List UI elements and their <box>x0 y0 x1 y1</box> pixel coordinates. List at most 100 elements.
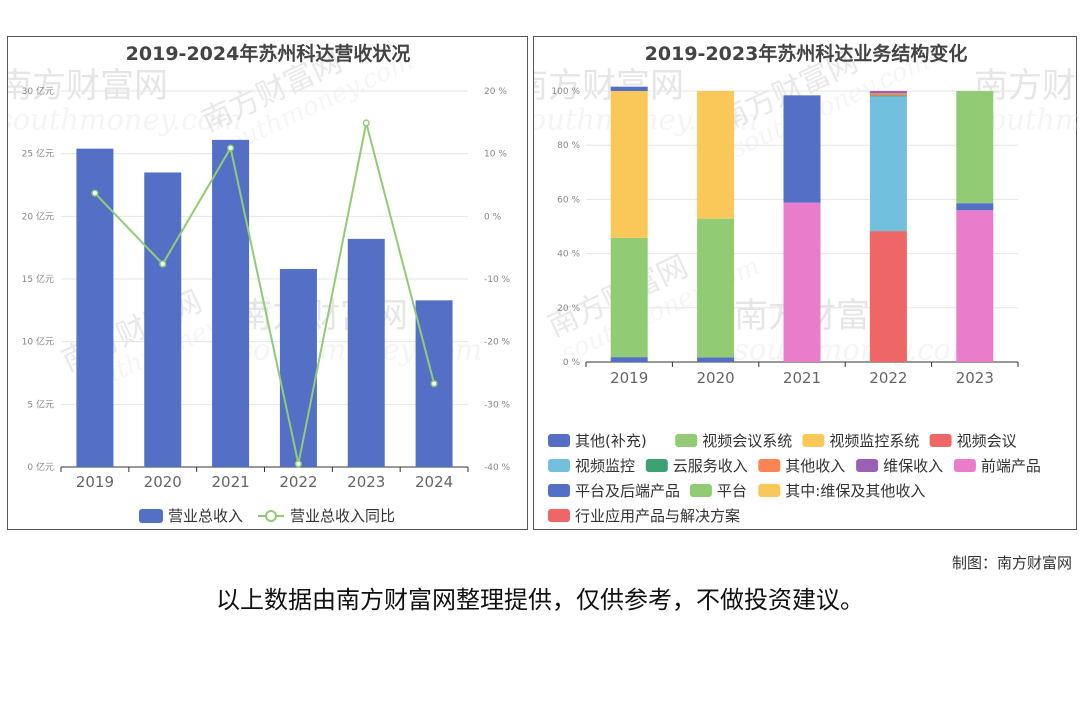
yoy-point-2023 <box>362 119 370 127</box>
y-tick-label-right: 10 % <box>484 150 507 160</box>
bar-segment-2019-9 <box>610 86 648 91</box>
bar-segment-2022-7 <box>869 91 907 94</box>
bar-segment-2022-5 <box>869 95 907 97</box>
y-tick-label: 60 % <box>557 195 580 205</box>
legend-swatch-10 <box>689 484 712 497</box>
bar-segment-2019-2 <box>610 91 648 238</box>
bar-segment-2023-8 <box>956 210 994 362</box>
bar-segment-2023-9 <box>956 203 994 211</box>
business-structure-chart-panel: 南方财富网southmoney.com南方财富网southmoney.com南方… <box>533 36 1078 530</box>
legend-swatch-2 <box>802 434 825 447</box>
x-tick-label: 2023 <box>956 369 994 387</box>
bar-2021 <box>212 139 250 467</box>
legend-swatch-7 <box>856 459 879 472</box>
bar-2023 <box>347 238 385 467</box>
legend-swatch-11 <box>758 484 781 497</box>
yoy-point-2020 <box>159 260 167 268</box>
legend-label-line: 营业总收入同比 <box>290 507 395 525</box>
y-tick-label-left: 15 亿元 <box>22 273 54 285</box>
bar-2020 <box>144 172 182 467</box>
watermark-cn: 南方财富网 <box>8 66 168 106</box>
legend-label-11: 其中:维保及其他收入 <box>785 482 925 500</box>
yoy-point-2024 <box>430 380 438 388</box>
legend-swatch-0 <box>548 434 570 447</box>
legend-label-bar: 营业总收入 <box>168 507 243 525</box>
bar-segment-2022-4 <box>869 96 907 232</box>
x-tick-label: 2024 <box>415 473 453 491</box>
legend-label-12: 行业应用产品与解决方案 <box>575 507 740 525</box>
y-tick-label: 80 % <box>557 141 580 151</box>
y-tick-label-left: 5 亿元 <box>27 398 54 410</box>
y-tick-label-left: 10 亿元 <box>22 336 54 348</box>
legend-swatch-8 <box>953 459 976 472</box>
x-tick-label: 2022 <box>279 473 317 491</box>
bar-segment-2022-6 <box>869 93 907 96</box>
yoy-point-2019 <box>91 189 99 197</box>
x-tick-label: 2020 <box>144 473 182 491</box>
legend-label-6: 其他收入 <box>785 457 845 475</box>
legend-label-4: 视频监控 <box>575 457 635 475</box>
chart-credit: 制图：南方财富网 <box>951 554 1072 572</box>
legend-label-9: 平台及后端产品 <box>575 482 680 500</box>
watermark-cn: 南方财富网 <box>534 66 684 106</box>
y-tick-label-left: 20 亿元 <box>22 210 54 222</box>
y-tick-label: 100 % <box>551 87 580 97</box>
legend-label-7: 维保收入 <box>883 457 943 475</box>
legend-label-3: 视频会议 <box>957 432 1017 450</box>
y-tick-label-left: 0 亿元 <box>27 461 54 473</box>
x-tick-label: 2023 <box>347 473 385 491</box>
y-tick-label-right: -10 % <box>484 275 511 285</box>
y-tick-label-right: 20 % <box>484 87 507 97</box>
y-tick-label-right: -20 % <box>484 338 511 348</box>
legend-label-8: 前端产品 <box>981 457 1041 475</box>
legend-label-5: 云服务收入 <box>673 457 748 475</box>
disclaimer-text: 以上数据由南方财富网整理提供，仅供参考，不做投资建议。 <box>216 586 864 614</box>
business-structure-chart: 南方财富网southmoney.com南方财富网southmoney.com南方… <box>534 42 1078 525</box>
legend-swatch-6 <box>758 459 781 472</box>
bar-segment-2022-3 <box>869 231 907 362</box>
legend-swatch-1 <box>675 434 698 447</box>
revenue-chart-panel: 南方财富网 southmoney.com 南方财富网 southmoney.com 南方… <box>7 36 528 530</box>
bar-2019 <box>76 148 114 468</box>
bar-segment-2021-9 <box>783 95 821 203</box>
y-tick-label: 20 % <box>557 304 580 314</box>
legend-label-0: 其他(补充) <box>575 432 647 450</box>
legend-swatch-4 <box>548 459 570 472</box>
x-tick-label: 2021 <box>211 473 249 491</box>
x-tick-label: 2022 <box>869 369 907 387</box>
bar-segment-2023-10 <box>956 91 994 204</box>
legend-swatch-bar <box>139 509 163 523</box>
yoy-line <box>94 122 436 465</box>
bar-segment-2021-8 <box>783 202 821 362</box>
legend-swatch-12 <box>548 509 570 522</box>
bar-segment-2020-0 <box>697 357 735 362</box>
bar-segment-2019-0 <box>610 357 648 362</box>
y-tick-label-right: -30 % <box>484 400 511 410</box>
legend-swatch-9 <box>548 484 570 497</box>
y-tick-label: 40 % <box>557 250 580 260</box>
y-tick-label-right: -40 % <box>484 463 511 473</box>
bar-2022 <box>279 268 317 467</box>
legend-label-1: 视频会议系统 <box>702 432 792 450</box>
x-tick-label: 2020 <box>697 369 735 387</box>
bar-segment-2020-2 <box>697 91 735 219</box>
watermark-en: southmoney.com <box>734 332 978 366</box>
chart-title: 2019-2023年苏州科达业务结构变化 <box>645 42 968 65</box>
legend-label-10: 平台 <box>717 482 747 500</box>
y-tick-label-right: 0 % <box>484 212 502 222</box>
legend-swatch-5 <box>645 459 668 472</box>
x-tick-label: 2019 <box>610 369 648 387</box>
legend-swatch-3 <box>929 434 952 447</box>
yoy-point-2022 <box>294 460 302 468</box>
bar-segment-2019-1 <box>610 237 648 358</box>
x-tick-label: 2019 <box>76 473 114 491</box>
y-tick-label-left: 30 亿元 <box>22 85 54 97</box>
bar-segment-2020-1 <box>697 218 735 358</box>
legend-swatch-line-marker <box>265 510 277 522</box>
chart-title: 2019-2024年苏州科达营收状况 <box>126 42 411 65</box>
y-tick-label-left: 25 亿元 <box>22 148 54 160</box>
watermark-en: southmoney.com <box>8 102 242 136</box>
y-tick-label: 0 % <box>563 358 581 368</box>
